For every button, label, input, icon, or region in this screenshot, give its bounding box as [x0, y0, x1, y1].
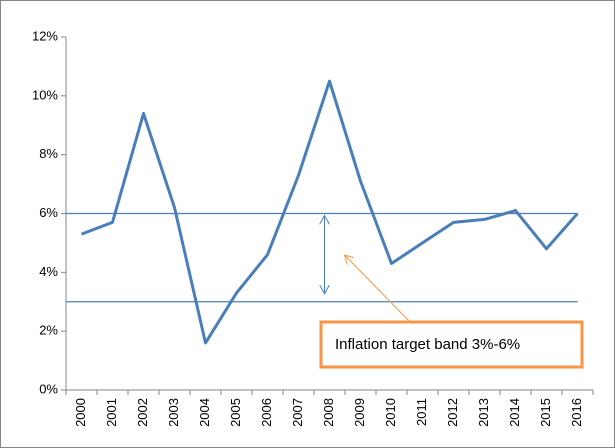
- x-tick-label: 2004: [197, 398, 212, 427]
- x-tick-label: 2006: [259, 398, 274, 427]
- x-tick-label: 2002: [135, 398, 150, 427]
- y-tick-label: 6%: [39, 205, 58, 220]
- annotation-pointer: [345, 255, 411, 323]
- x-tick-label: 2010: [383, 398, 398, 427]
- annotation-box: [319, 320, 584, 369]
- x-tick-label: 2013: [476, 398, 491, 427]
- x-tick-label: 2012: [445, 398, 460, 427]
- x-tick-label: 2014: [507, 398, 522, 427]
- x-tick-label: 2011: [414, 398, 429, 426]
- y-tick-label: 12%: [32, 28, 58, 43]
- annotation-text: Inflation target band 3%-6%: [335, 336, 520, 353]
- x-tick-label: 2007: [290, 398, 305, 427]
- x-tick-label: 2015: [538, 398, 553, 427]
- x-tick-label: 2008: [321, 398, 336, 427]
- x-tick-label: 2005: [228, 398, 243, 427]
- y-tick-label: 10%: [32, 87, 58, 102]
- y-tick-label: 2%: [39, 323, 58, 338]
- y-tick-label: 4%: [39, 264, 58, 279]
- series-line: [80, 79, 579, 345]
- x-tick-label: 2009: [352, 398, 367, 427]
- x-tick-label: 2000: [73, 398, 88, 427]
- x-tick-label: 2001: [104, 398, 119, 427]
- y-tick-label: 0%: [39, 381, 58, 396]
- x-tick-label: 2003: [166, 398, 181, 427]
- x-tick-label: 2016: [569, 398, 584, 427]
- y-tick-label: 8%: [39, 146, 58, 161]
